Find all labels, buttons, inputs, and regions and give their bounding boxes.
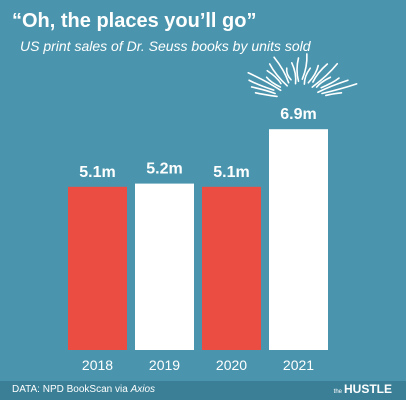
chart-subtitle: US print sales of Dr. Seuss books by uni… bbox=[20, 38, 311, 54]
burst-stroke bbox=[317, 79, 349, 94]
burst-stroke bbox=[320, 77, 340, 89]
burst-stroke bbox=[268, 63, 288, 87]
value-label-2018: 5.1m bbox=[79, 164, 115, 181]
value-label-2019: 5.2m bbox=[146, 161, 182, 178]
footer-bar bbox=[0, 381, 406, 400]
bar-chart: 5.1m 2018 5.2m 2019 5.1m 2020 6.9m 2021 bbox=[68, 53, 358, 373]
x-tick-label-2021: 2021 bbox=[283, 357, 314, 373]
x-tick-label-2020: 2020 bbox=[216, 357, 247, 373]
burst-scribble bbox=[247, 53, 358, 98]
chart-title: “Oh, the places you’ll go” bbox=[12, 10, 257, 32]
burst-stroke bbox=[247, 71, 282, 92]
burst-stroke bbox=[285, 67, 292, 81]
bar-2019 bbox=[135, 183, 194, 350]
burst-stroke bbox=[290, 62, 297, 85]
burst-stroke bbox=[315, 76, 332, 88]
value-label-2021: 6.9m bbox=[280, 106, 316, 123]
burst-stroke bbox=[321, 83, 358, 95]
burst-stroke bbox=[266, 69, 282, 85]
burst-stroke bbox=[307, 64, 320, 84]
burst-stroke bbox=[312, 63, 329, 83]
x-tick-label-2019: 2019 bbox=[149, 357, 180, 373]
x-tick-label-2018: 2018 bbox=[82, 357, 113, 373]
burst-stroke bbox=[250, 86, 276, 95]
value-label-2020: 5.1m bbox=[213, 164, 249, 181]
bar-2020 bbox=[202, 186, 261, 350]
burst-stroke bbox=[296, 57, 300, 83]
bar-series: 5.1m 2018 5.2m 2019 5.1m 2020 6.9m 2021 bbox=[68, 106, 328, 373]
burst-stroke bbox=[311, 62, 339, 88]
bar-2021 bbox=[269, 129, 328, 350]
burst-stroke bbox=[254, 92, 278, 98]
burst-stroke bbox=[301, 53, 308, 80]
burst-stroke bbox=[325, 92, 343, 97]
source-note: DATA: NPD BookScan via Axios bbox=[12, 384, 156, 395]
brand-logo: the HUSTLE bbox=[333, 382, 392, 396]
burst-stroke bbox=[248, 79, 275, 91]
burst-stroke bbox=[265, 76, 282, 88]
burst-stroke bbox=[303, 67, 312, 85]
bar-2018 bbox=[68, 186, 127, 350]
burst-stroke bbox=[273, 56, 290, 84]
